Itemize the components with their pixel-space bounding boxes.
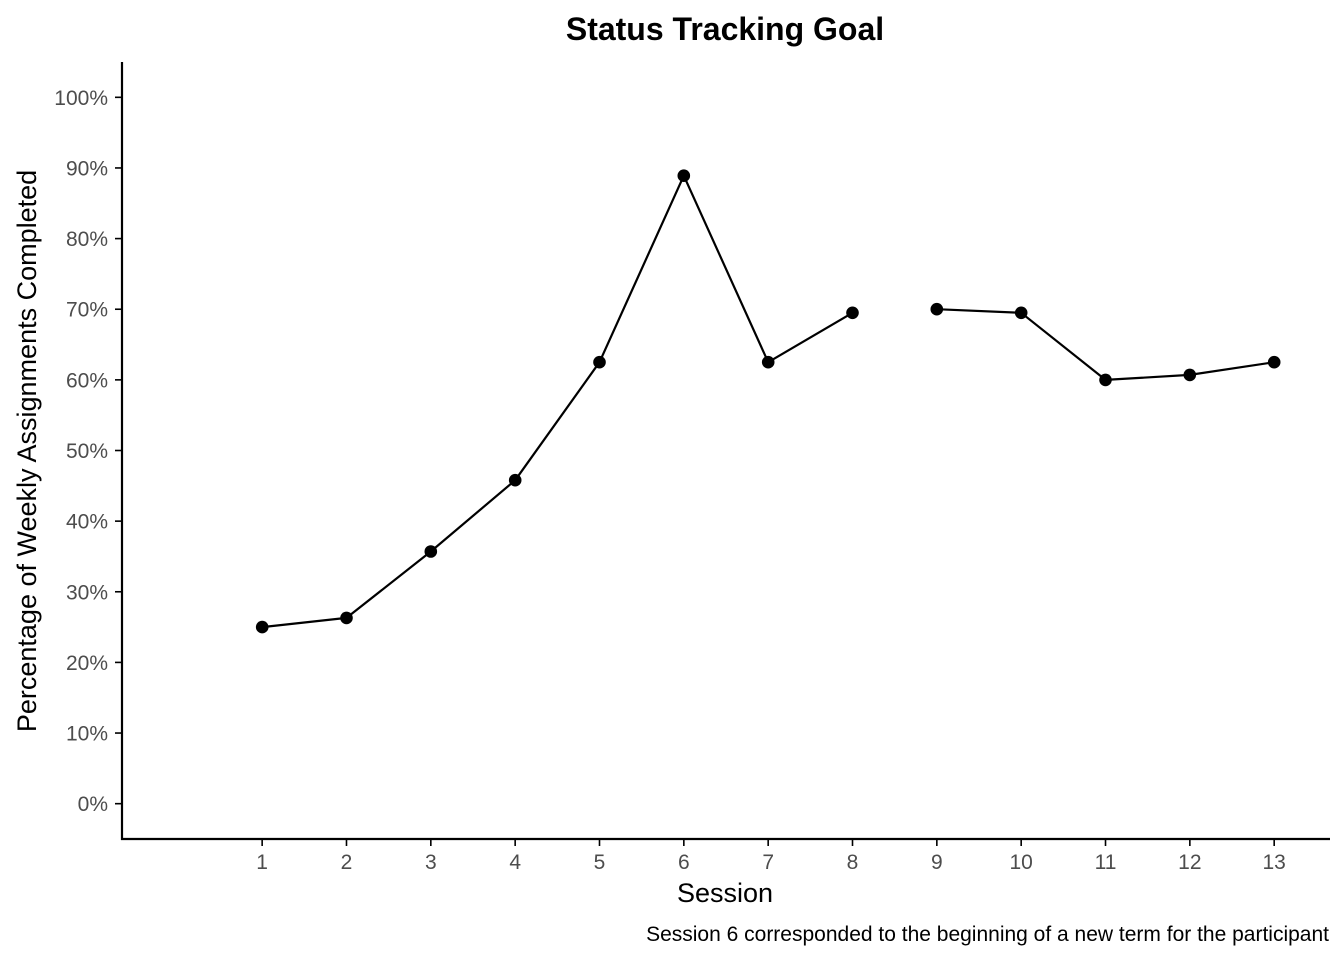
x-tick-label: 4 [509,851,521,874]
y-tick-label: 50% [66,440,108,463]
x-tick-label: 13 [1263,851,1286,874]
series-points [255,169,1281,634]
x-tick-label: 9 [931,851,943,874]
x-tick-label: 3 [425,851,437,874]
x-tick-label: 12 [1178,851,1201,874]
x-tick-label: 11 [1095,851,1117,874]
y-tick-label: 90% [66,157,108,180]
y-tick-label: 60% [66,369,108,392]
data-point [508,473,522,487]
y-axis-title: Percentage of Weekly Assignments Complet… [12,170,42,732]
x-axis-title: Session [677,878,773,908]
chart-caption: Session 6 corresponded to the beginning … [646,923,1329,946]
x-tick-label: 6 [678,851,690,874]
y-tick-label: 70% [66,299,108,322]
x-axis-ticks: 1 2 3 4 5 6 7 8 9 10 11 12 13 [256,839,1286,874]
y-tick-label: 40% [66,511,108,534]
data-point [424,545,438,558]
chart-title: Status Tracking Goal [566,11,884,47]
y-tick-label: 30% [66,581,108,604]
data-point [1014,306,1028,320]
y-tick-label: 0% [78,793,108,816]
data-point [930,302,944,316]
data-point [677,169,691,182]
data-point [1267,355,1281,369]
y-tick-label: 20% [66,652,108,675]
data-point [340,611,353,625]
x-tick-label: 1 [256,851,268,874]
data-point [761,355,775,369]
x-tick-label: 2 [341,851,353,874]
data-point [255,620,269,634]
data-point [1183,368,1197,382]
y-axis-ticks: 0% 10% 20% 30% 40% 50% 60% 70% 80% 90% 100% [54,87,122,816]
data-point [846,306,859,320]
y-tick-label: 100% [54,87,108,110]
x-tick-label: 10 [1009,851,1032,874]
y-tick-label: 80% [66,228,108,251]
series-lines [262,174,1275,629]
data-point [1099,373,1112,387]
x-tick-label: 8 [847,851,859,874]
data-point [593,355,606,369]
series-line [262,174,854,629]
x-tick-label: 5 [594,851,606,874]
series-line [936,308,1275,381]
y-tick-label: 10% [66,723,108,746]
x-tick-label: 7 [762,851,774,874]
